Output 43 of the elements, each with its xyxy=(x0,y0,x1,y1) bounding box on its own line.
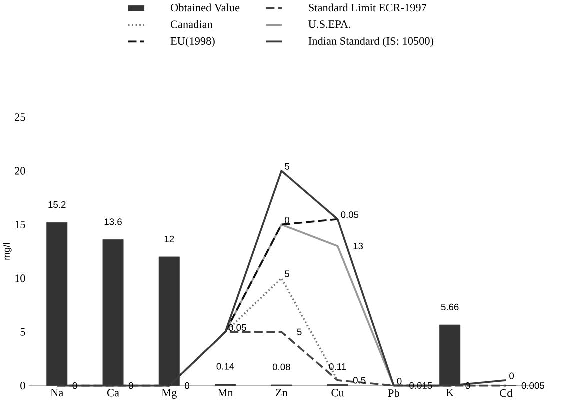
x-tick-label: Cd xyxy=(500,389,513,397)
annotation: 0 xyxy=(285,216,290,224)
data-label: 15.2 xyxy=(48,201,66,208)
legend-label: Obtained Value xyxy=(170,4,240,12)
x-tick-label: Ca xyxy=(107,389,120,397)
x-tick-label: Zn xyxy=(276,389,288,396)
data-label: 0.08 xyxy=(272,364,290,370)
annotation: 0.05 xyxy=(341,212,359,218)
annotation: 5 xyxy=(285,270,290,278)
data-label: 5.66 xyxy=(441,304,459,310)
legend-label: EU(1998) xyxy=(170,37,215,48)
y-tick-label: 0 xyxy=(20,382,26,390)
legend-label: Standard Limit ECR-1997 xyxy=(309,4,427,12)
annotation: 0 xyxy=(397,378,402,385)
x-tick-label: Mg xyxy=(162,389,177,399)
data-label: 0.14 xyxy=(216,363,234,370)
data-label: 0 xyxy=(185,382,190,390)
x-tick-label: Pb xyxy=(388,389,400,397)
x-tick-label: Mn xyxy=(218,389,234,396)
data-label: 0.005 xyxy=(522,382,545,390)
x-tick-label: K xyxy=(446,389,454,396)
y-tick-label: 5 xyxy=(20,328,26,336)
data-label: 13.6 xyxy=(104,218,122,226)
annotation: 0 xyxy=(510,372,514,380)
legend-label: U.S.EPA. xyxy=(308,20,351,28)
y-tick-label: 10 xyxy=(16,274,26,282)
annotation: 0.05 xyxy=(228,324,246,331)
y-tick-label: 20 xyxy=(15,167,26,175)
data-label: 0 xyxy=(128,382,134,390)
y-tick-label: 25 xyxy=(15,113,26,122)
data-label: 12 xyxy=(164,236,174,242)
annotation: 5 xyxy=(285,163,290,170)
data-label: 0.11 xyxy=(329,363,346,370)
data-label: 13 xyxy=(354,242,364,250)
y-tick-label: 15 xyxy=(16,220,26,228)
x-tick-label: Cu xyxy=(332,389,344,397)
data-label: 0 xyxy=(466,382,470,390)
legend-label: Canadian xyxy=(170,20,213,28)
legend-label: Indian Standard (IS: 10500) xyxy=(308,37,434,48)
x-tick-label: Na xyxy=(50,389,64,397)
y-axis-title: mg/l xyxy=(3,243,12,260)
data-label: 5 xyxy=(297,328,302,336)
data-label: 0 xyxy=(72,382,78,390)
